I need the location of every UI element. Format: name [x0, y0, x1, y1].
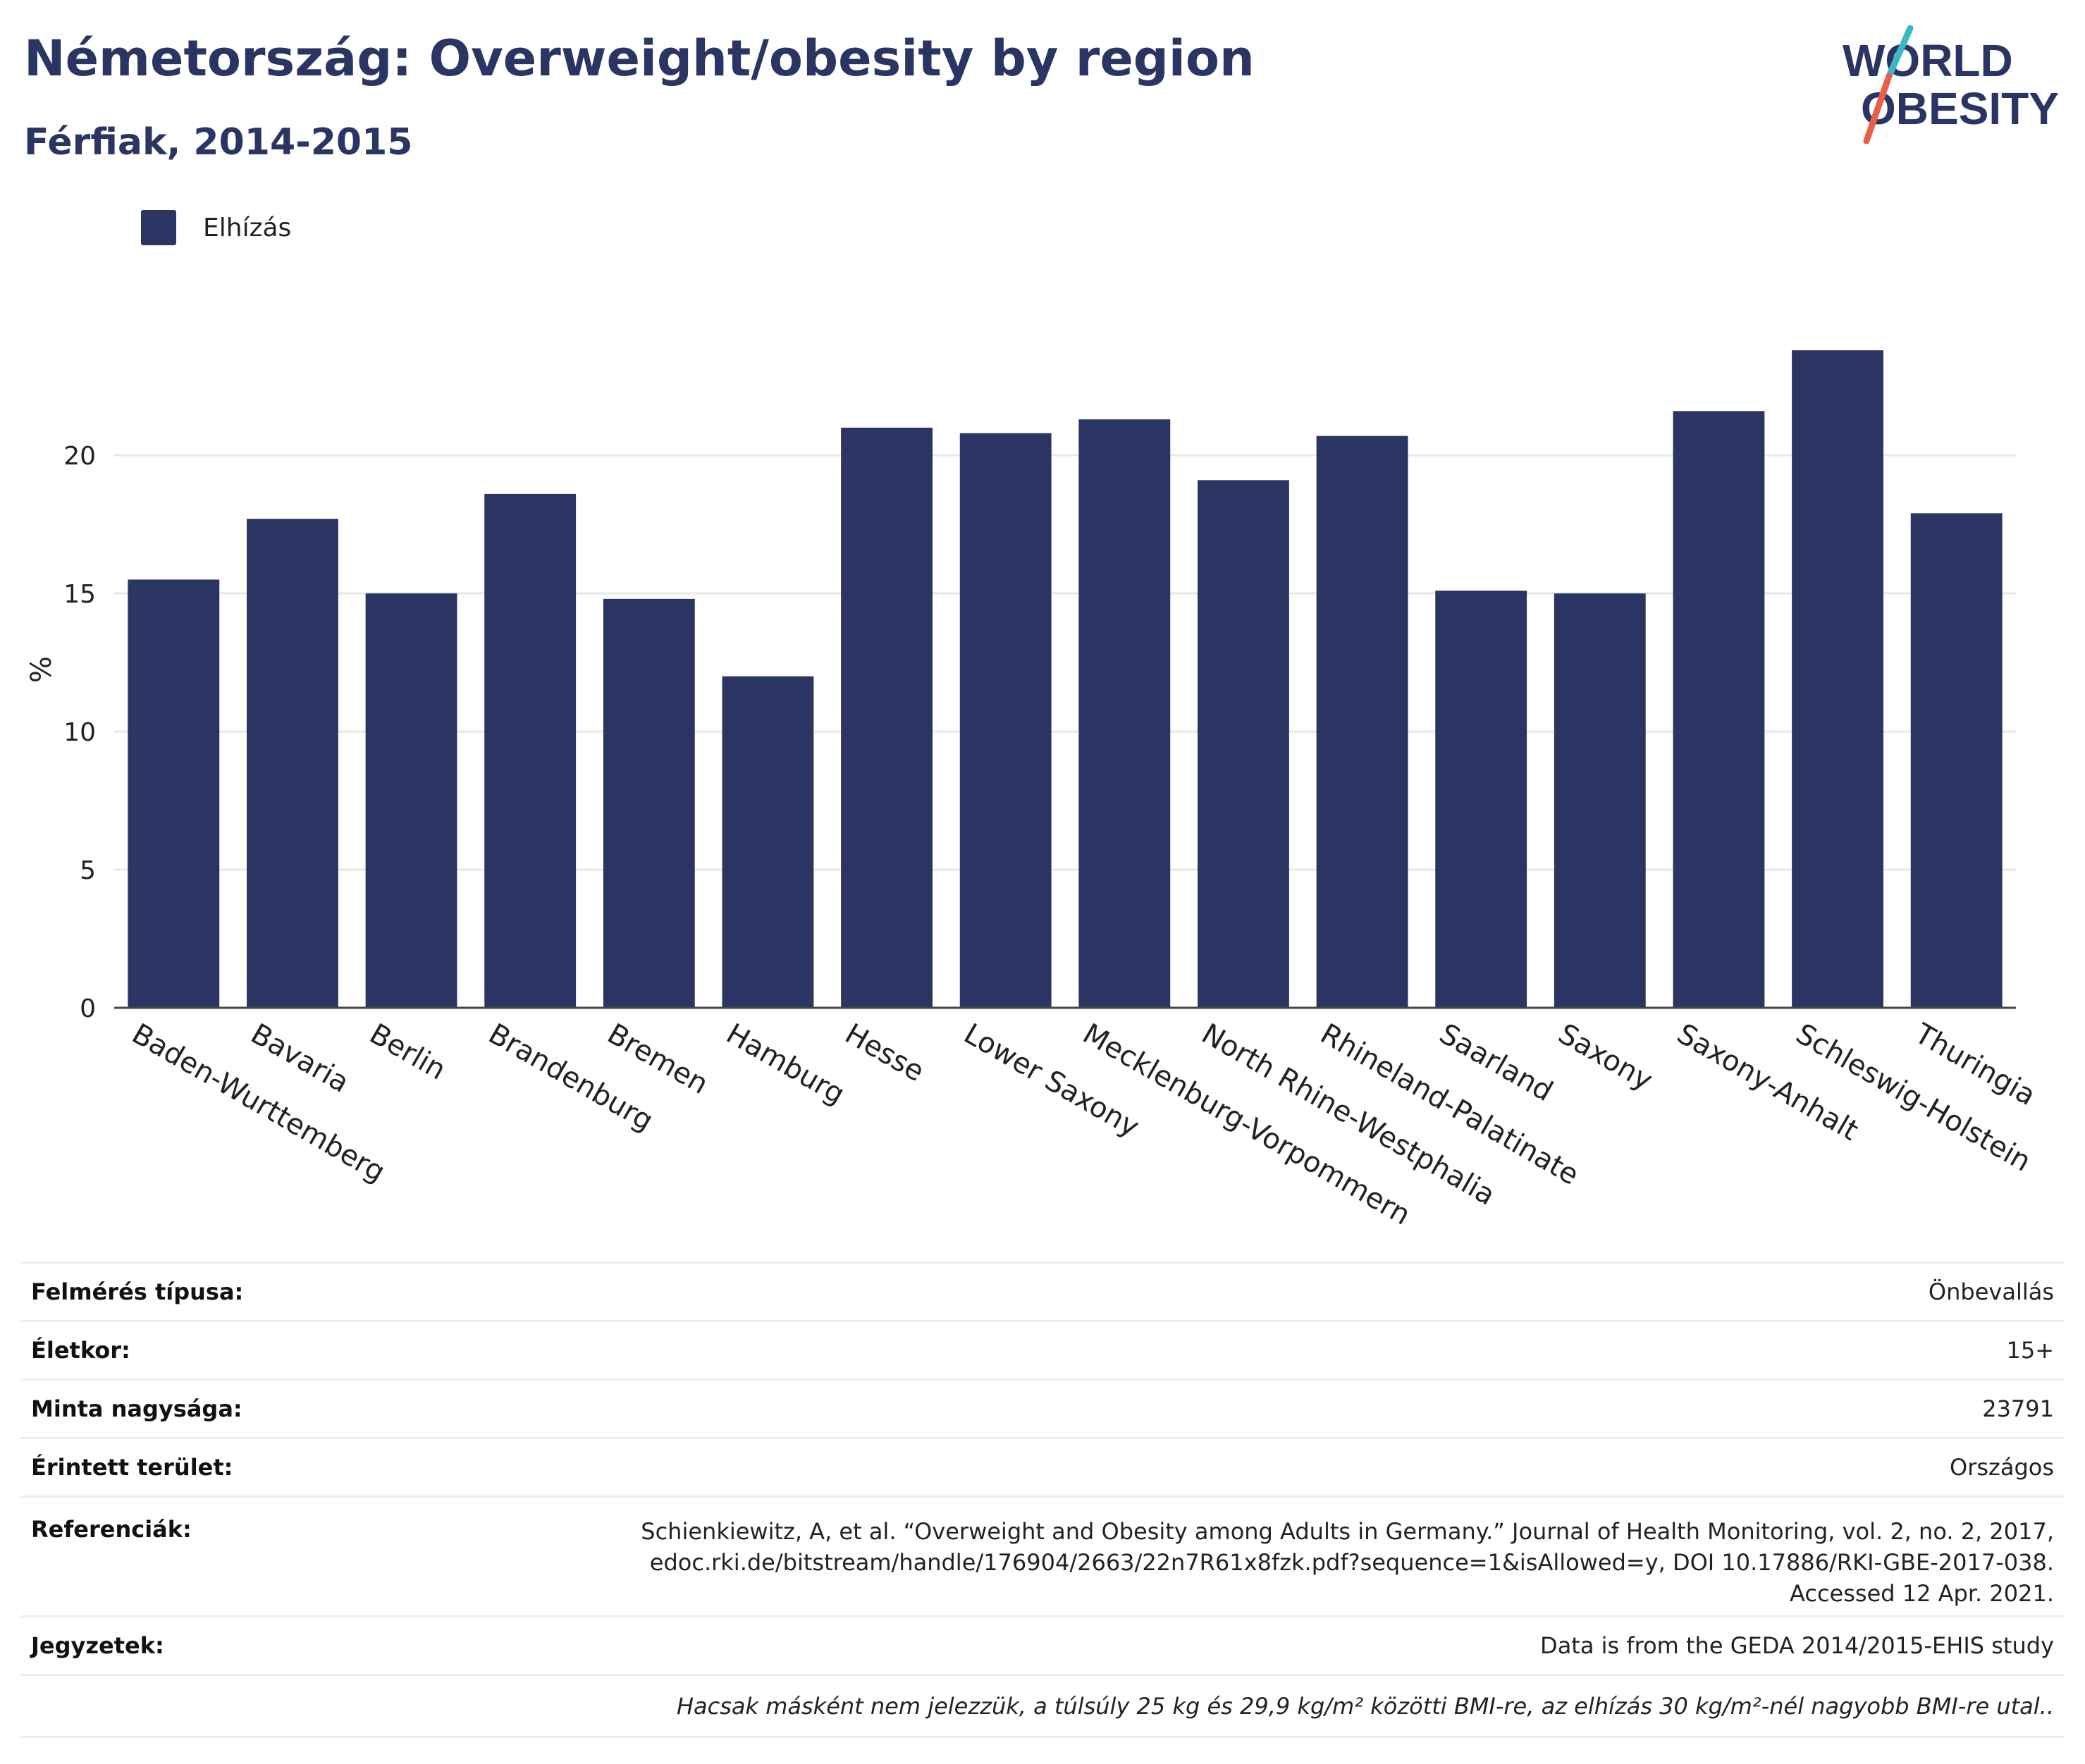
bars — [128, 350, 2003, 1008]
notes-value: Data is from the GEDA 2014/2015-EHIS stu… — [1540, 1632, 2054, 1659]
area-value: Országos — [1950, 1454, 2054, 1481]
info-row-references: Referenciák: Schienkiewitz, A, et al. “O… — [21, 1498, 2064, 1617]
bar — [1792, 350, 1883, 1008]
info-table: Felmérés típusa: Önbevallás Életkor: 15+… — [21, 1262, 2064, 1738]
x-tick-label: Berlin — [364, 1018, 452, 1087]
world-obesity-logo: WORLD OBESITY — [1833, 20, 2072, 154]
logo-slash-bottom — [1863, 73, 1893, 144]
references-label: Referenciák: — [31, 1516, 192, 1543]
bar — [365, 593, 457, 1008]
info-row-sample-size: Minta nagysága: 23791 — [21, 1381, 2064, 1439]
bar — [1435, 591, 1527, 1008]
bar — [1316, 436, 1408, 1008]
y-tick-label: 10 — [63, 718, 96, 747]
logo-slash-top — [1886, 25, 1914, 80]
sample-size-label: Minta nagysága: — [31, 1395, 242, 1422]
y-tick-label: 15 — [63, 580, 96, 609]
bar — [959, 433, 1052, 1008]
y-tick-label: 20 — [63, 442, 96, 471]
chart-title: Németország: Overweight/obesity by regio… — [24, 30, 1255, 87]
notes-label: Jegyzetek: — [31, 1632, 164, 1659]
bar — [722, 676, 814, 1008]
logo-line2: OBESITY — [1861, 83, 2059, 134]
info-row-footnote: Hacsak másként nem jelezzük, a túlsúly 2… — [21, 1676, 2064, 1738]
info-row-survey-type: Felmérés típusa: Önbevallás — [21, 1264, 2064, 1322]
sample-size-value: 23791 — [1982, 1395, 2054, 1422]
bar — [1554, 593, 1646, 1008]
legend-label: Elhízás — [203, 213, 292, 242]
bar — [603, 598, 695, 1008]
legend: Elhízás — [141, 210, 291, 245]
bar — [1078, 419, 1171, 1008]
info-row-area: Érintett terület: Országos — [21, 1439, 2064, 1498]
bar — [1198, 480, 1289, 1008]
legend-swatch — [141, 210, 176, 245]
references-line-2: edoc.rki.de/bitstream/handle/176904/2663… — [649, 1549, 2054, 1576]
survey-type-label: Felmérés típusa: — [31, 1278, 244, 1305]
info-row-notes: Jegyzetek: Data is from the GEDA 2014/20… — [21, 1617, 2064, 1676]
y-axis-title: % — [25, 656, 58, 683]
references-line-1: Schienkiewitz, A, et al. “Overweight and… — [641, 1518, 2054, 1545]
x-tick-label: Saxony — [1553, 1018, 1658, 1097]
bar — [1673, 411, 1765, 1008]
y-tick-label: 5 — [80, 856, 96, 885]
x-tick-label: Hamburg — [720, 1018, 850, 1111]
age-value: 15+ — [2006, 1337, 2054, 1364]
area-label: Érintett terület: — [31, 1454, 233, 1481]
bar — [1910, 513, 2003, 1008]
logo-line1: WORLD — [1843, 35, 2013, 86]
bar — [841, 427, 933, 1008]
age-label: Életkor: — [31, 1337, 130, 1364]
y-tick-label: 0 — [80, 994, 96, 1023]
chart-subtitle: Férfiak, 2014-2015 — [24, 121, 413, 164]
x-tick-label: Hesse — [839, 1018, 930, 1088]
references-line-3: Accessed 12 Apr. 2021. — [1790, 1580, 2054, 1607]
bar — [128, 579, 220, 1008]
info-row-age: Életkor: 15+ — [21, 1322, 2064, 1381]
bar — [247, 519, 338, 1008]
bar — [484, 493, 577, 1008]
references-value: Schienkiewitz, A, et al. “Overweight and… — [641, 1516, 2054, 1609]
survey-type-value: Önbevallás — [1928, 1278, 2054, 1305]
footnote: Hacsak másként nem jelezzük, a túlsúly 2… — [676, 1692, 2054, 1720]
